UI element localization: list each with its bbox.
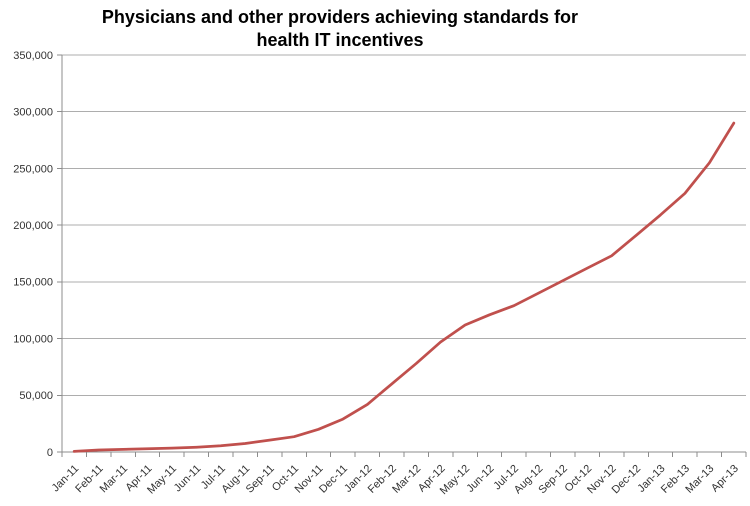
- y-axis-label: 250,000: [13, 163, 53, 175]
- x-axis-label: Mar-11: [98, 463, 131, 496]
- y-axis-label: 100,000: [13, 333, 53, 345]
- x-axis-label: Jun-12: [464, 463, 496, 495]
- y-axis-label: 0: [47, 447, 53, 459]
- y-axis-label: 150,000: [13, 277, 53, 289]
- y-axis-label: 300,000: [13, 107, 53, 119]
- chart-title-line-1: Physicians and other providers achieving…: [101, 7, 579, 27]
- chart-title-line-2: health IT incentives: [256, 30, 424, 50]
- y-axis-label: 50,000: [19, 390, 53, 402]
- x-axis-label: Apr-13: [709, 463, 741, 495]
- y-axis-label: 350,000: [13, 50, 53, 62]
- chart-title: Physicians and other providers achieving…: [0, 6, 680, 52]
- data-series-line: [72, 121, 736, 453]
- y-axis-label: 200,000: [13, 220, 53, 232]
- x-axis-label: Jun-11: [172, 463, 204, 495]
